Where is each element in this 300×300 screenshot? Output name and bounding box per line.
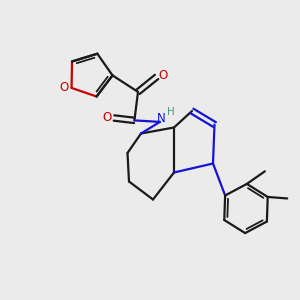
Text: H: H	[167, 107, 175, 117]
Text: O: O	[158, 69, 167, 82]
Text: O: O	[59, 81, 69, 94]
Text: O: O	[103, 111, 112, 124]
Text: N: N	[157, 112, 166, 125]
